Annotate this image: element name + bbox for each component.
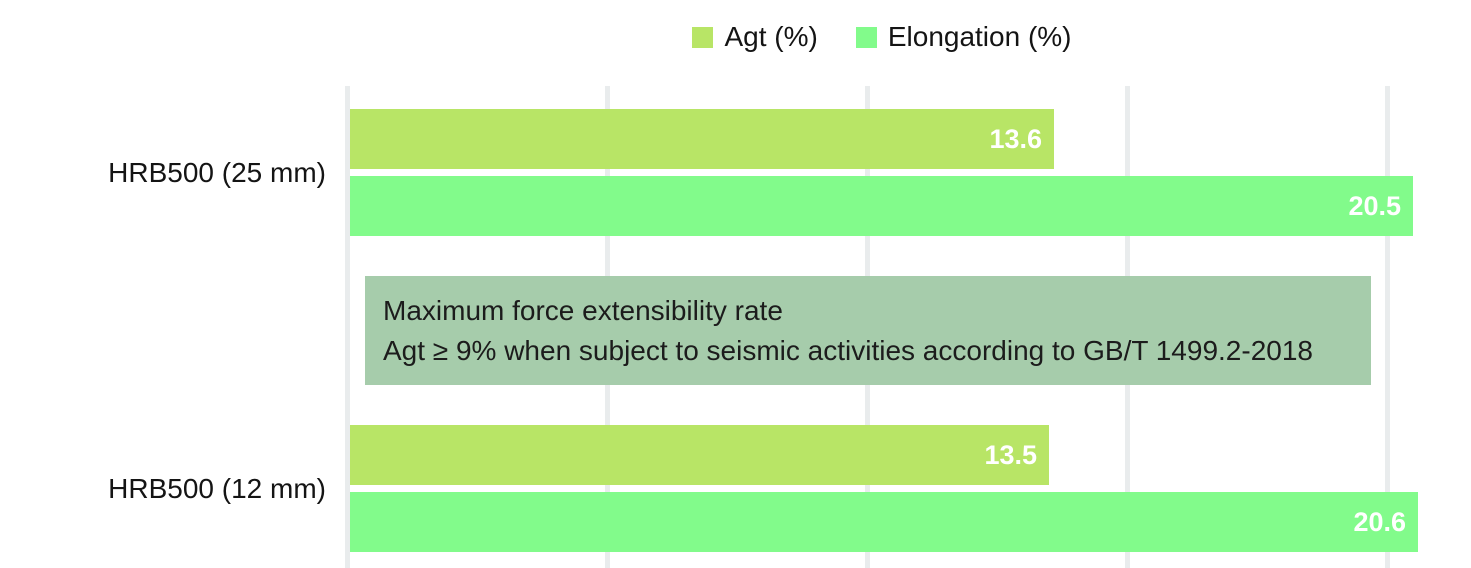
- legend-item-agt: Agt (%): [692, 21, 818, 53]
- legend-swatch-icon: [692, 26, 714, 48]
- bar-elongation: 20.5: [350, 176, 1413, 236]
- legend: Agt (%) Elongation (%): [319, 21, 1445, 53]
- legend-label: Elongation (%): [887, 21, 1072, 52]
- annotation-line-2: Agt ≥ 9% when subject to seismic activit…: [383, 334, 1313, 366]
- annotation-line-1: Maximum force extensibility rate: [383, 294, 783, 326]
- bar-agt: 13.6: [350, 109, 1054, 169]
- bar-value-label: 20.6: [1353, 507, 1406, 537]
- legend-swatch-icon: [855, 26, 877, 48]
- legend-label: Agt (%): [724, 21, 818, 52]
- bar-value-label: 13.6: [989, 124, 1042, 154]
- gridline: [1385, 86, 1390, 568]
- bar-value-label: 20.5: [1348, 191, 1401, 221]
- bar-value-label: 13.5: [984, 440, 1037, 470]
- annotation-box: Maximum force extensibility rate Agt ≥ 9…: [365, 276, 1371, 385]
- category-label: HRB500 (12 mm): [108, 472, 326, 504]
- bar-agt: 13.5: [350, 425, 1049, 485]
- gridline: [345, 86, 350, 568]
- bar-elongation: 20.6: [350, 492, 1418, 552]
- legend-item-elongation: Elongation (%): [855, 21, 1072, 53]
- plot-area: 13.6 20.5 13.5 20.6 Maximum force extensibi…: [345, 0, 1471, 568]
- category-label: HRB500 (25 mm): [108, 156, 326, 188]
